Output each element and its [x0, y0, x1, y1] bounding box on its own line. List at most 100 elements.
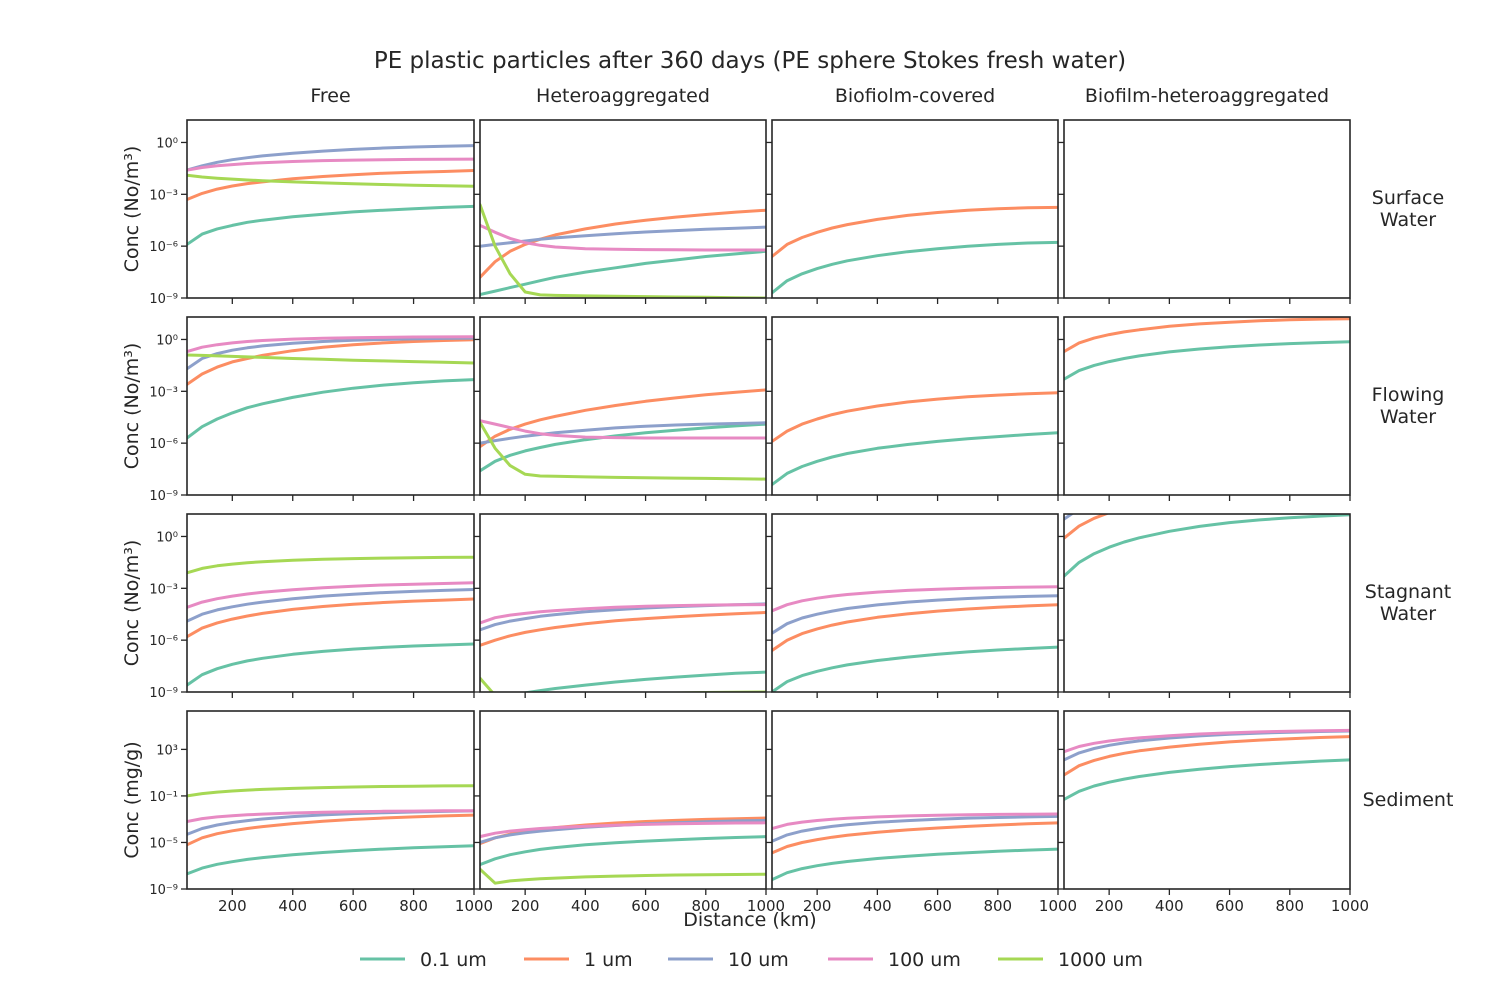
series-line: [1064, 514, 1075, 521]
subplot-frame: [186, 119, 475, 299]
series-line: [1064, 514, 1350, 578]
series-line: [772, 821, 1058, 855]
x-tick-label: 1000: [747, 897, 785, 915]
series-line: [187, 173, 474, 188]
series-line: [1064, 728, 1350, 754]
series-line: [187, 378, 474, 440]
subplot: 200 400 600 800 1000: [766, 710, 1077, 915]
subplot: [766, 119, 1059, 304]
x-tick-label: 600: [1215, 897, 1244, 915]
subplot: [1058, 316, 1351, 501]
series-line: [187, 581, 474, 609]
x-tick-label: 800: [691, 897, 720, 915]
y-tick-label: 10⁻⁶: [149, 634, 178, 649]
legend-item: 100 um: [828, 949, 961, 971]
x-tick-label: 1000: [1039, 897, 1077, 915]
subplot: [766, 513, 1059, 698]
x-tick-label: 400: [278, 897, 307, 915]
series-line: [480, 835, 766, 867]
subplot-frame: [1063, 710, 1351, 890]
series-group: [480, 602, 766, 692]
row-title: Sediment: [1363, 789, 1454, 811]
row-titles: SurfaceWaterFlowingWaterStagnantWaterSed…: [1363, 187, 1454, 811]
y-tick-label: 10⁰: [156, 333, 178, 348]
y-tick-label: 10⁻⁵: [149, 836, 178, 851]
series-line: [187, 336, 474, 371]
series-line: [187, 809, 474, 823]
series-line: [772, 645, 1058, 692]
x-tick-label: 800: [399, 897, 428, 915]
legend-label: 100 um: [888, 949, 961, 971]
y-axis-labels: Conc (No/m³) Conc (No/m³) Conc (No/m³) Conc…: [121, 146, 143, 859]
subplot: [766, 316, 1059, 501]
series-line: [772, 391, 1058, 443]
subplot: [1058, 513, 1351, 698]
series-line: [772, 240, 1058, 295]
row-title: Water: [1380, 209, 1436, 231]
y-tick-label: 10⁻⁹: [149, 292, 178, 307]
subplot: [1058, 119, 1351, 304]
series-group: [1064, 317, 1350, 381]
series-line: [187, 555, 474, 575]
y-tick-label: 10⁻⁶: [149, 240, 178, 255]
y-tick-label: 10³: [156, 743, 178, 758]
x-tick-label: 200: [1095, 897, 1124, 915]
series-group: [1064, 514, 1350, 578]
series-line: [187, 204, 474, 246]
series-line: [521, 670, 766, 692]
series-group: [187, 784, 474, 876]
subplot: 10⁻⁹ 10⁻⁶ 10⁻³ 10⁰: [149, 316, 475, 504]
series-group: [772, 391, 1058, 487]
series-line: [187, 353, 474, 365]
series-line: [772, 585, 1058, 613]
y-axis-label: Conc (mg/g): [121, 741, 143, 858]
series-line: [187, 597, 474, 639]
subplot-frame: [479, 119, 767, 299]
series-line: [480, 603, 766, 625]
x-tick-label: 400: [571, 897, 600, 915]
series-line: [772, 205, 1058, 258]
series-group: [187, 335, 474, 440]
subplot: 10⁻⁹ 10⁻⁶ 10⁻³ 10⁰: [149, 513, 475, 701]
series-group: [187, 555, 474, 687]
subplot-frame: [771, 710, 1059, 890]
column-titles: Free Heteroaggregated Biofiolm-covered Biof…: [310, 85, 1329, 107]
x-tick-label: 1000: [1331, 897, 1369, 915]
subplot-frame: [186, 316, 475, 496]
legend-item: 1000 um: [998, 949, 1143, 971]
series-line: [772, 812, 1058, 830]
subplot-frame: [186, 710, 475, 890]
subplot-frame: [479, 710, 767, 890]
series-line: [480, 388, 766, 449]
column-title: Biofiolm-covered: [835, 85, 995, 107]
subplot-frame: [1063, 316, 1351, 496]
series-line: [1064, 514, 1110, 540]
series-line: [772, 814, 1058, 843]
y-tick-label: 10⁻⁹: [149, 883, 178, 898]
series-line: [1064, 758, 1350, 801]
series-group: [187, 144, 474, 246]
series-group: [772, 812, 1058, 882]
row-title: Water: [1380, 406, 1436, 428]
legend: 0.1 um 1 um 10 um 100 um 1000 um: [360, 949, 1143, 971]
y-tick-label: 10⁻⁹: [149, 686, 178, 701]
x-tick-label: 1000: [455, 897, 493, 915]
y-tick-label: 10⁻¹: [149, 790, 178, 805]
y-tick-label: 10⁻⁶: [149, 437, 178, 452]
subplot-frame: [186, 513, 475, 693]
series-line: [1064, 317, 1350, 354]
x-tick-label: 800: [1275, 897, 1304, 915]
legend-label: 10 um: [728, 949, 789, 971]
series-line: [187, 588, 474, 623]
x-tick-label: 400: [1155, 897, 1184, 915]
x-tick-label: 200: [803, 897, 832, 915]
legend-item: 10 um: [668, 949, 789, 971]
legend-item: 0.1 um: [360, 949, 487, 971]
x-tick-label: 200: [511, 897, 540, 915]
series-group: [480, 203, 766, 298]
series-group: [1064, 728, 1350, 801]
series-line: [772, 603, 1058, 652]
y-axis-label: Conc (No/m³): [121, 540, 143, 667]
y-axis-label: Conc (No/m³): [121, 343, 143, 470]
